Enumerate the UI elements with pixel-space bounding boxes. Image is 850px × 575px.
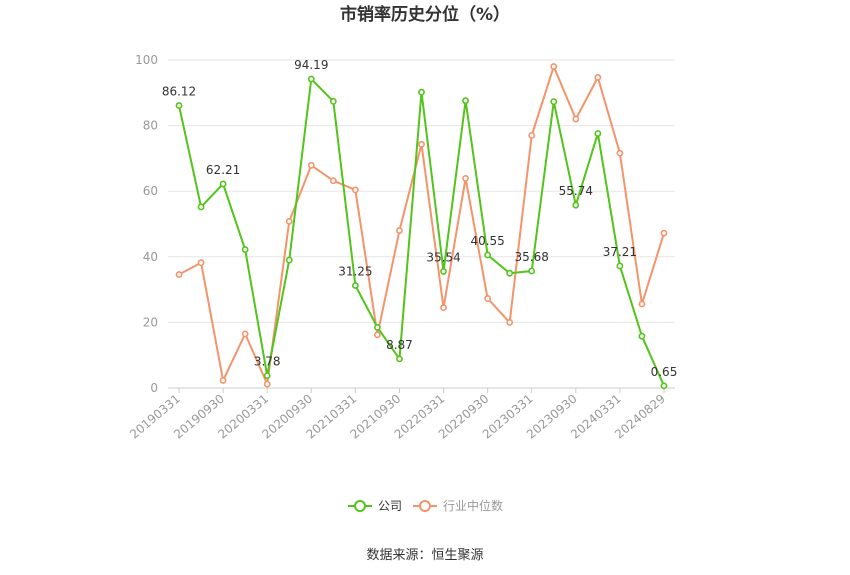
data-label: 37.21: [603, 245, 637, 259]
data-label: 40.55: [470, 234, 504, 248]
y-tick-label: 0: [150, 381, 158, 395]
industry-data-point: [374, 331, 381, 339]
company-data-point: [572, 201, 580, 209]
grid-layer: [168, 59, 675, 323]
data-label: 55.74: [559, 184, 593, 198]
company-data-point: [418, 88, 425, 96]
y-tick-label: 60: [143, 184, 158, 198]
data-label: 31.25: [338, 265, 372, 279]
industry-data-point: [418, 140, 425, 148]
company-data-point: [616, 262, 624, 270]
company-data-point: [175, 102, 183, 109]
industry-data-point: [528, 132, 536, 139]
industry-series-line: [178, 65, 665, 386]
company-data-point: [462, 97, 469, 105]
industry-data-point: [506, 318, 514, 326]
data-label: 35.68: [515, 250, 549, 264]
data-label: 8.87: [386, 338, 413, 352]
company-data-point: [484, 251, 492, 259]
industry-data-point: [484, 295, 492, 302]
legend-company-marker: [354, 500, 366, 512]
data-label: 3.78: [254, 355, 281, 369]
company-data-point: [594, 130, 602, 137]
company-data-point: [263, 372, 271, 380]
y-tick-label: 40: [143, 250, 158, 264]
industry-data-point: [219, 377, 227, 384]
legend-industry-label: 行业中位数: [443, 498, 503, 513]
company-data-point: [550, 98, 558, 106]
industry-data-point: [638, 300, 646, 308]
series-layer: [175, 63, 668, 390]
industry-data-point: [263, 380, 271, 388]
industry-data-point: [307, 161, 315, 169]
industry-data-point: [550, 63, 558, 70]
company-data-point: [638, 332, 646, 340]
company-series-line: [178, 78, 665, 387]
company-data-point: [440, 268, 447, 275]
company-data-point: [197, 203, 205, 211]
company-data-point: [396, 355, 403, 363]
legend-item-industry[interactable]: 行业中位数: [413, 498, 503, 513]
legend-company-label: 公司: [378, 499, 402, 513]
source-note: 数据来源：恒生聚源: [366, 548, 483, 563]
company-data-point: [351, 282, 359, 289]
data-label: 35.54: [426, 250, 460, 264]
industry-data-point: [572, 115, 580, 123]
legend-item-company[interactable]: 公司: [348, 499, 402, 513]
data-label: 62.21: [206, 163, 240, 177]
industry-data-point: [351, 186, 359, 194]
company-data-point: [506, 269, 514, 277]
y-tick-label: 100: [135, 53, 158, 67]
company-data-point: [285, 256, 293, 264]
chart-title: 市销率历史分位（%）: [340, 4, 510, 25]
data-label: 0.65: [651, 365, 678, 379]
label-layer: 86.12 62.21 3.78 94.19 31.25 8.87 35.54 40.55 35…: [162, 58, 677, 379]
data-label: 86.12: [162, 85, 196, 99]
company-data-point: [307, 75, 315, 83]
legend-industry-marker: [419, 500, 431, 512]
industry-data-point: [396, 227, 403, 234]
data-label: 94.19: [294, 58, 328, 72]
industry-data-point: [175, 271, 183, 278]
industry-data-point: [594, 73, 602, 81]
company-data-point: [219, 180, 227, 188]
industry-data-point: [616, 149, 624, 157]
industry-data-point: [197, 259, 205, 267]
axis-layer: 0204060801002019033120190930202003312020…: [127, 53, 675, 442]
industry-data-point: [329, 177, 337, 185]
industry-data-point: [462, 175, 469, 182]
company-data-point: [660, 382, 668, 390]
y-tick-label: 20: [143, 315, 158, 329]
company-data-point: [241, 246, 249, 253]
industry-data-point: [241, 330, 249, 338]
y-tick-label: 80: [143, 119, 158, 133]
industry-data-point: [285, 217, 293, 225]
industry-data-point: [660, 229, 668, 237]
company-data-point: [374, 323, 381, 331]
legend: 公司 行业中位数: [348, 498, 503, 513]
company-data-point: [329, 97, 337, 105]
industry-data-point: [440, 304, 447, 312]
company-data-point: [528, 267, 536, 275]
